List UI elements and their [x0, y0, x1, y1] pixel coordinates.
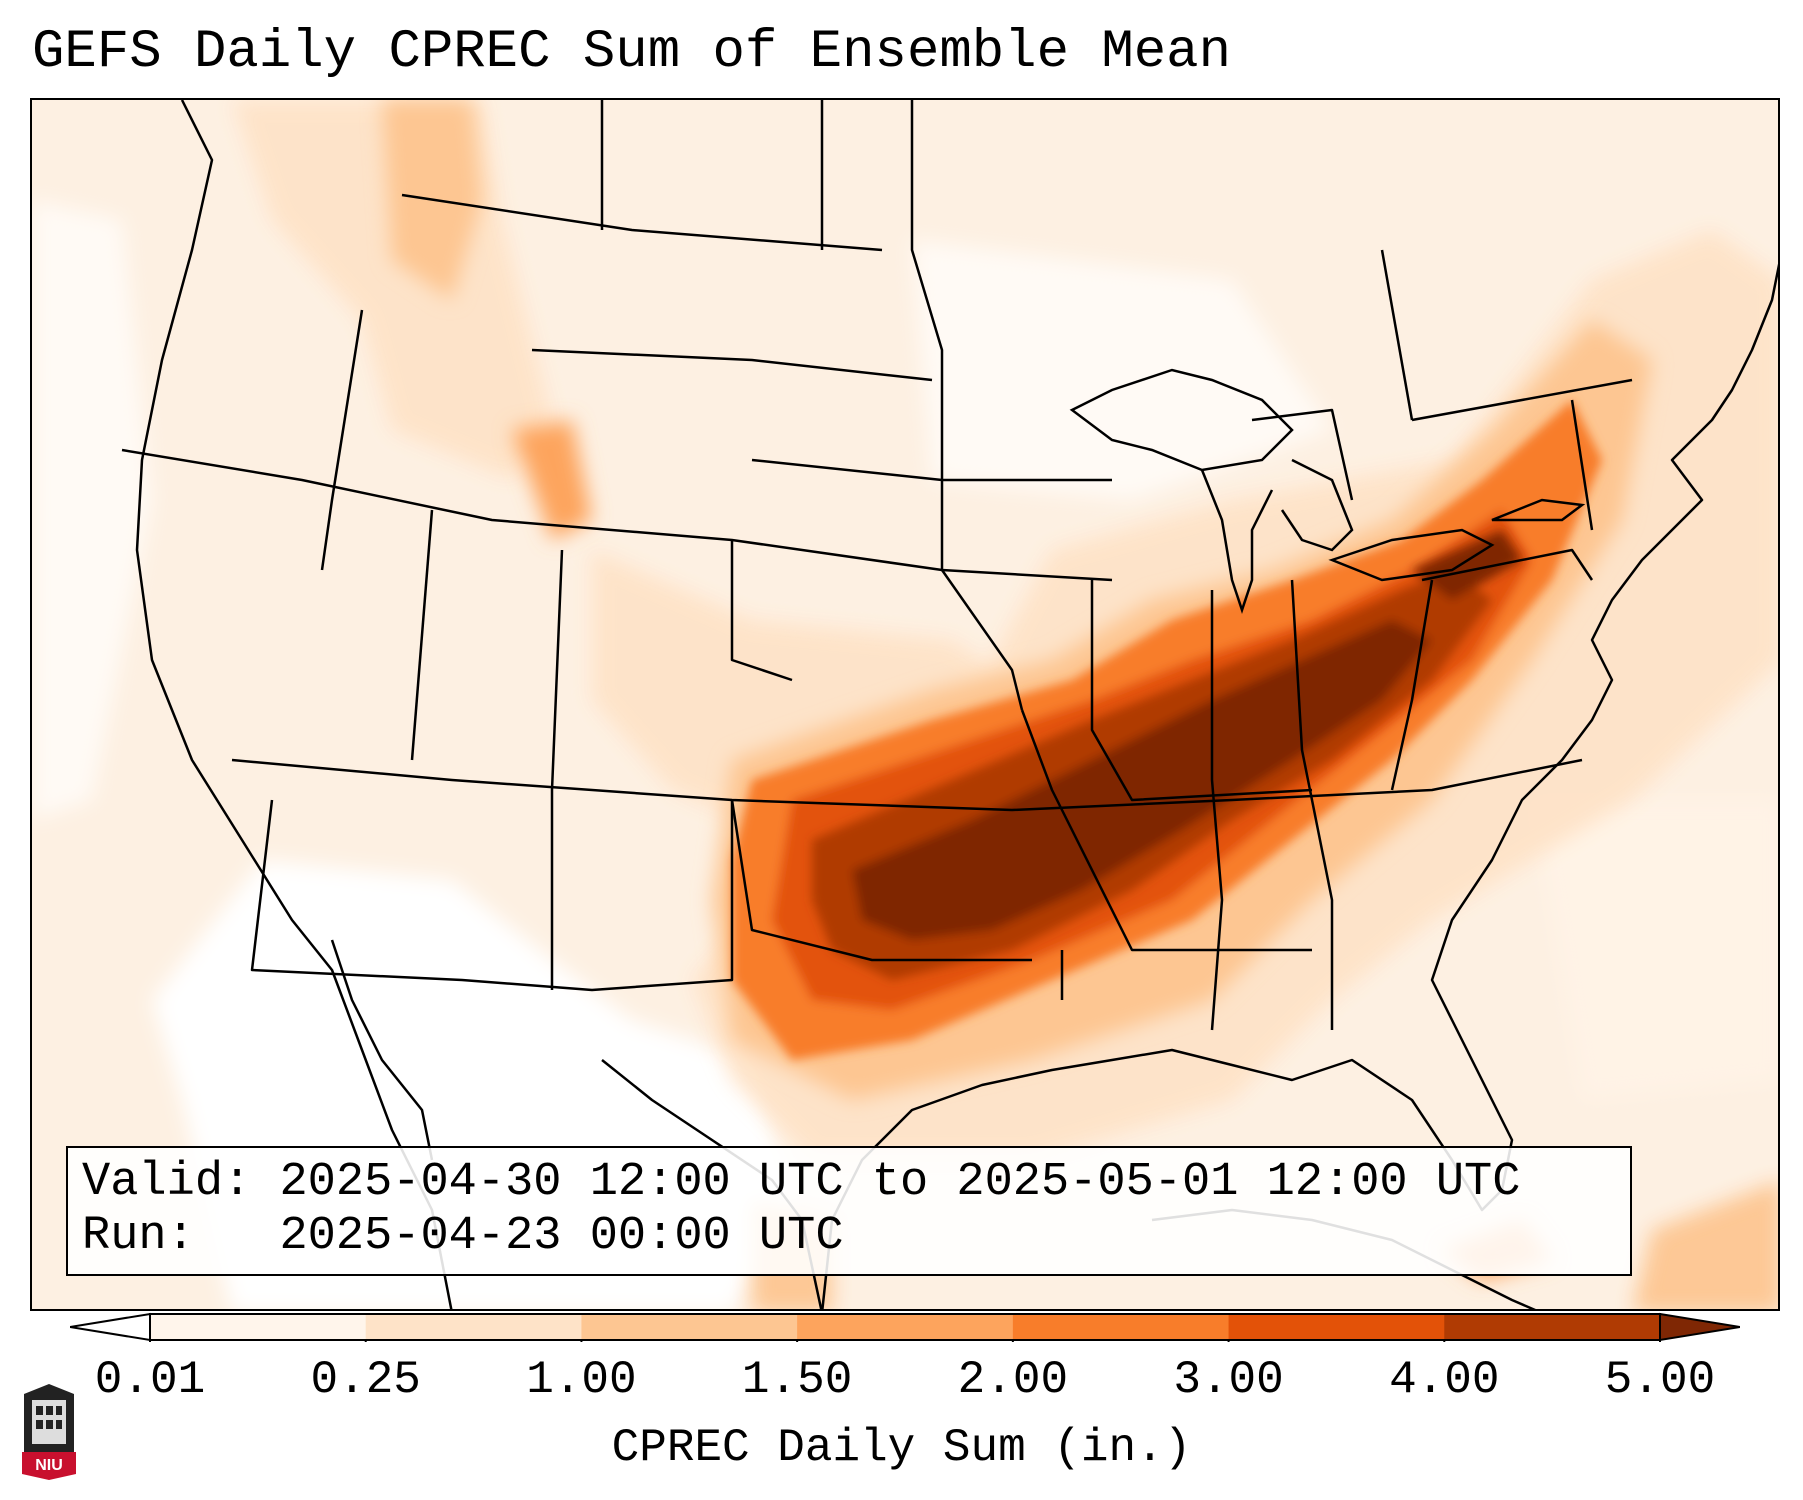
niu-logo: NIU [20, 1382, 78, 1480]
colorbar-over-arrow [1659, 1312, 1741, 1342]
colorbar-segment [1444, 1314, 1661, 1340]
colorbar-tick-label: 2.00 [957, 1354, 1069, 1406]
colorbar-tick-label: 5.00 [1604, 1354, 1716, 1406]
valid-value: 2025-04-30 12:00 UTC to 2025-05-01 12:00… [279, 1156, 1521, 1209]
colorbar-tick-label: 0.25 [310, 1354, 421, 1406]
precip-tier-extreme [812, 530, 1522, 980]
colorbar-tick-label: 4.00 [1389, 1354, 1500, 1406]
precip-map [30, 98, 1780, 1311]
valid-run-info: Valid: 2025-04-30 12:00 UTC to 2025-05-0… [66, 1146, 1632, 1276]
map-canvas [32, 100, 1778, 1309]
colorbar-outline [149, 1313, 1661, 1341]
map-title: GEFS Daily CPREC Sum of Ensemble Mean [32, 22, 1231, 83]
state-boundaries [121, 100, 1633, 1031]
colorbar-svg [69, 1312, 1741, 1342]
colorbar-label: CPREC Daily Sum (in.) [611, 1422, 1192, 1474]
colorbar-under-arrow [69, 1312, 151, 1342]
run-value: 2025-04-23 00:00 UTC [279, 1210, 844, 1263]
colorbar-segment [1012, 1314, 1230, 1340]
colorbar-segment [581, 1314, 798, 1340]
colorbar-segment [797, 1314, 1014, 1340]
colorbar-tick-label: 1.00 [526, 1354, 637, 1406]
valid-label: Valid: [82, 1156, 252, 1209]
colorbar-ticks: 0.01 0.25 1.00 1.50 2.00 3.00 4.00 5.00 [0, 1352, 1803, 1412]
colorbar-tick-label: 1.50 [741, 1354, 853, 1406]
colorbar-tick-label: 0.01 [94, 1354, 206, 1406]
run-row: Run: 2025-04-23 00:00 UTC [82, 1210, 1616, 1264]
valid-row: Valid: 2025-04-30 12:00 UTC to 2025-05-0… [82, 1156, 1616, 1210]
niu-logo-text: NIU [35, 1457, 63, 1474]
run-label: Run: [82, 1210, 195, 1263]
colorbar-segment [1228, 1314, 1445, 1340]
colorbar-tick-label: 3.00 [1173, 1354, 1284, 1406]
colorbar-segment [365, 1314, 582, 1340]
colorbar-segment [150, 1314, 367, 1340]
great-lakes [1069, 368, 1586, 614]
colorbar [69, 1312, 1741, 1342]
niu-logo-icon: NIU [22, 1384, 76, 1480]
